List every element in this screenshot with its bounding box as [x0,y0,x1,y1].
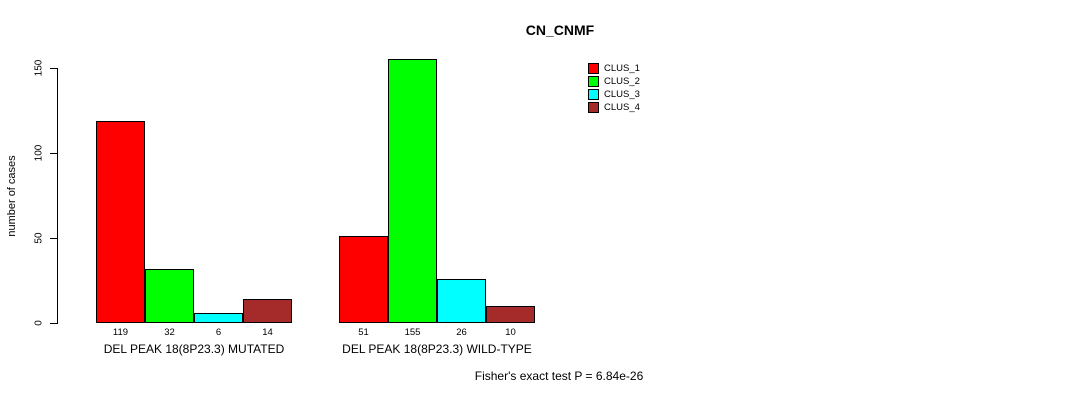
bar-clus_3 [194,313,243,323]
y-tick [50,238,57,239]
bar-value-label: 6 [215,327,222,338]
y-tick [50,68,57,69]
legend-row: CLUS_2 [588,75,640,88]
bar-value-label: 32 [164,327,175,338]
y-axis-label: number of cases [6,155,18,237]
legend-label: CLUS_4 [604,102,640,113]
legend-row: CLUS_1 [588,62,640,75]
bar-value-label: 155 [404,327,421,338]
chart-title: CN_CNMF [525,22,595,38]
legend-label: CLUS_1 [604,63,640,74]
bar-value-label: 26 [456,327,467,338]
y-tick [50,153,57,154]
bar-value-label: 119 [112,327,129,338]
bar-clus_1 [339,236,388,323]
legend-swatch [588,76,599,87]
bar-value-label: 51 [358,327,369,338]
fisher-test-note: Fisher's exact test P = 6.84e-26 [474,369,644,383]
y-tick-label: 50 [33,232,45,244]
y-axis-line [57,68,58,324]
legend-row: CLUS_3 [588,88,640,101]
legend: CLUS_1 CLUS_2 CLUS_3 CLUS_4 [588,62,640,114]
y-tick-label: 150 [33,59,45,77]
bar-clus_2 [145,269,194,323]
category-label: DEL PEAK 18(8P23.3) WILD-TYPE [342,342,532,356]
legend-row: CLUS_4 [588,101,640,114]
bar-clus_3 [437,279,486,323]
legend-label: CLUS_2 [604,76,640,87]
legend-swatch [588,63,599,74]
bar-clus_4 [486,306,535,323]
y-tick-label: 0 [33,320,45,326]
y-tick-label: 100 [33,144,45,162]
legend-swatch [588,102,599,113]
legend-label: CLUS_3 [604,89,640,100]
bar-clus_1 [96,121,145,323]
category-label: DEL PEAK 18(8P23.3) MUTATED [103,342,285,356]
bar-value-label: 14 [262,327,273,338]
bar-clus_2 [388,59,437,323]
bar-clus_4 [243,299,292,323]
legend-swatch [588,89,599,100]
bar-value-label: 10 [505,327,516,338]
y-tick [50,323,57,324]
